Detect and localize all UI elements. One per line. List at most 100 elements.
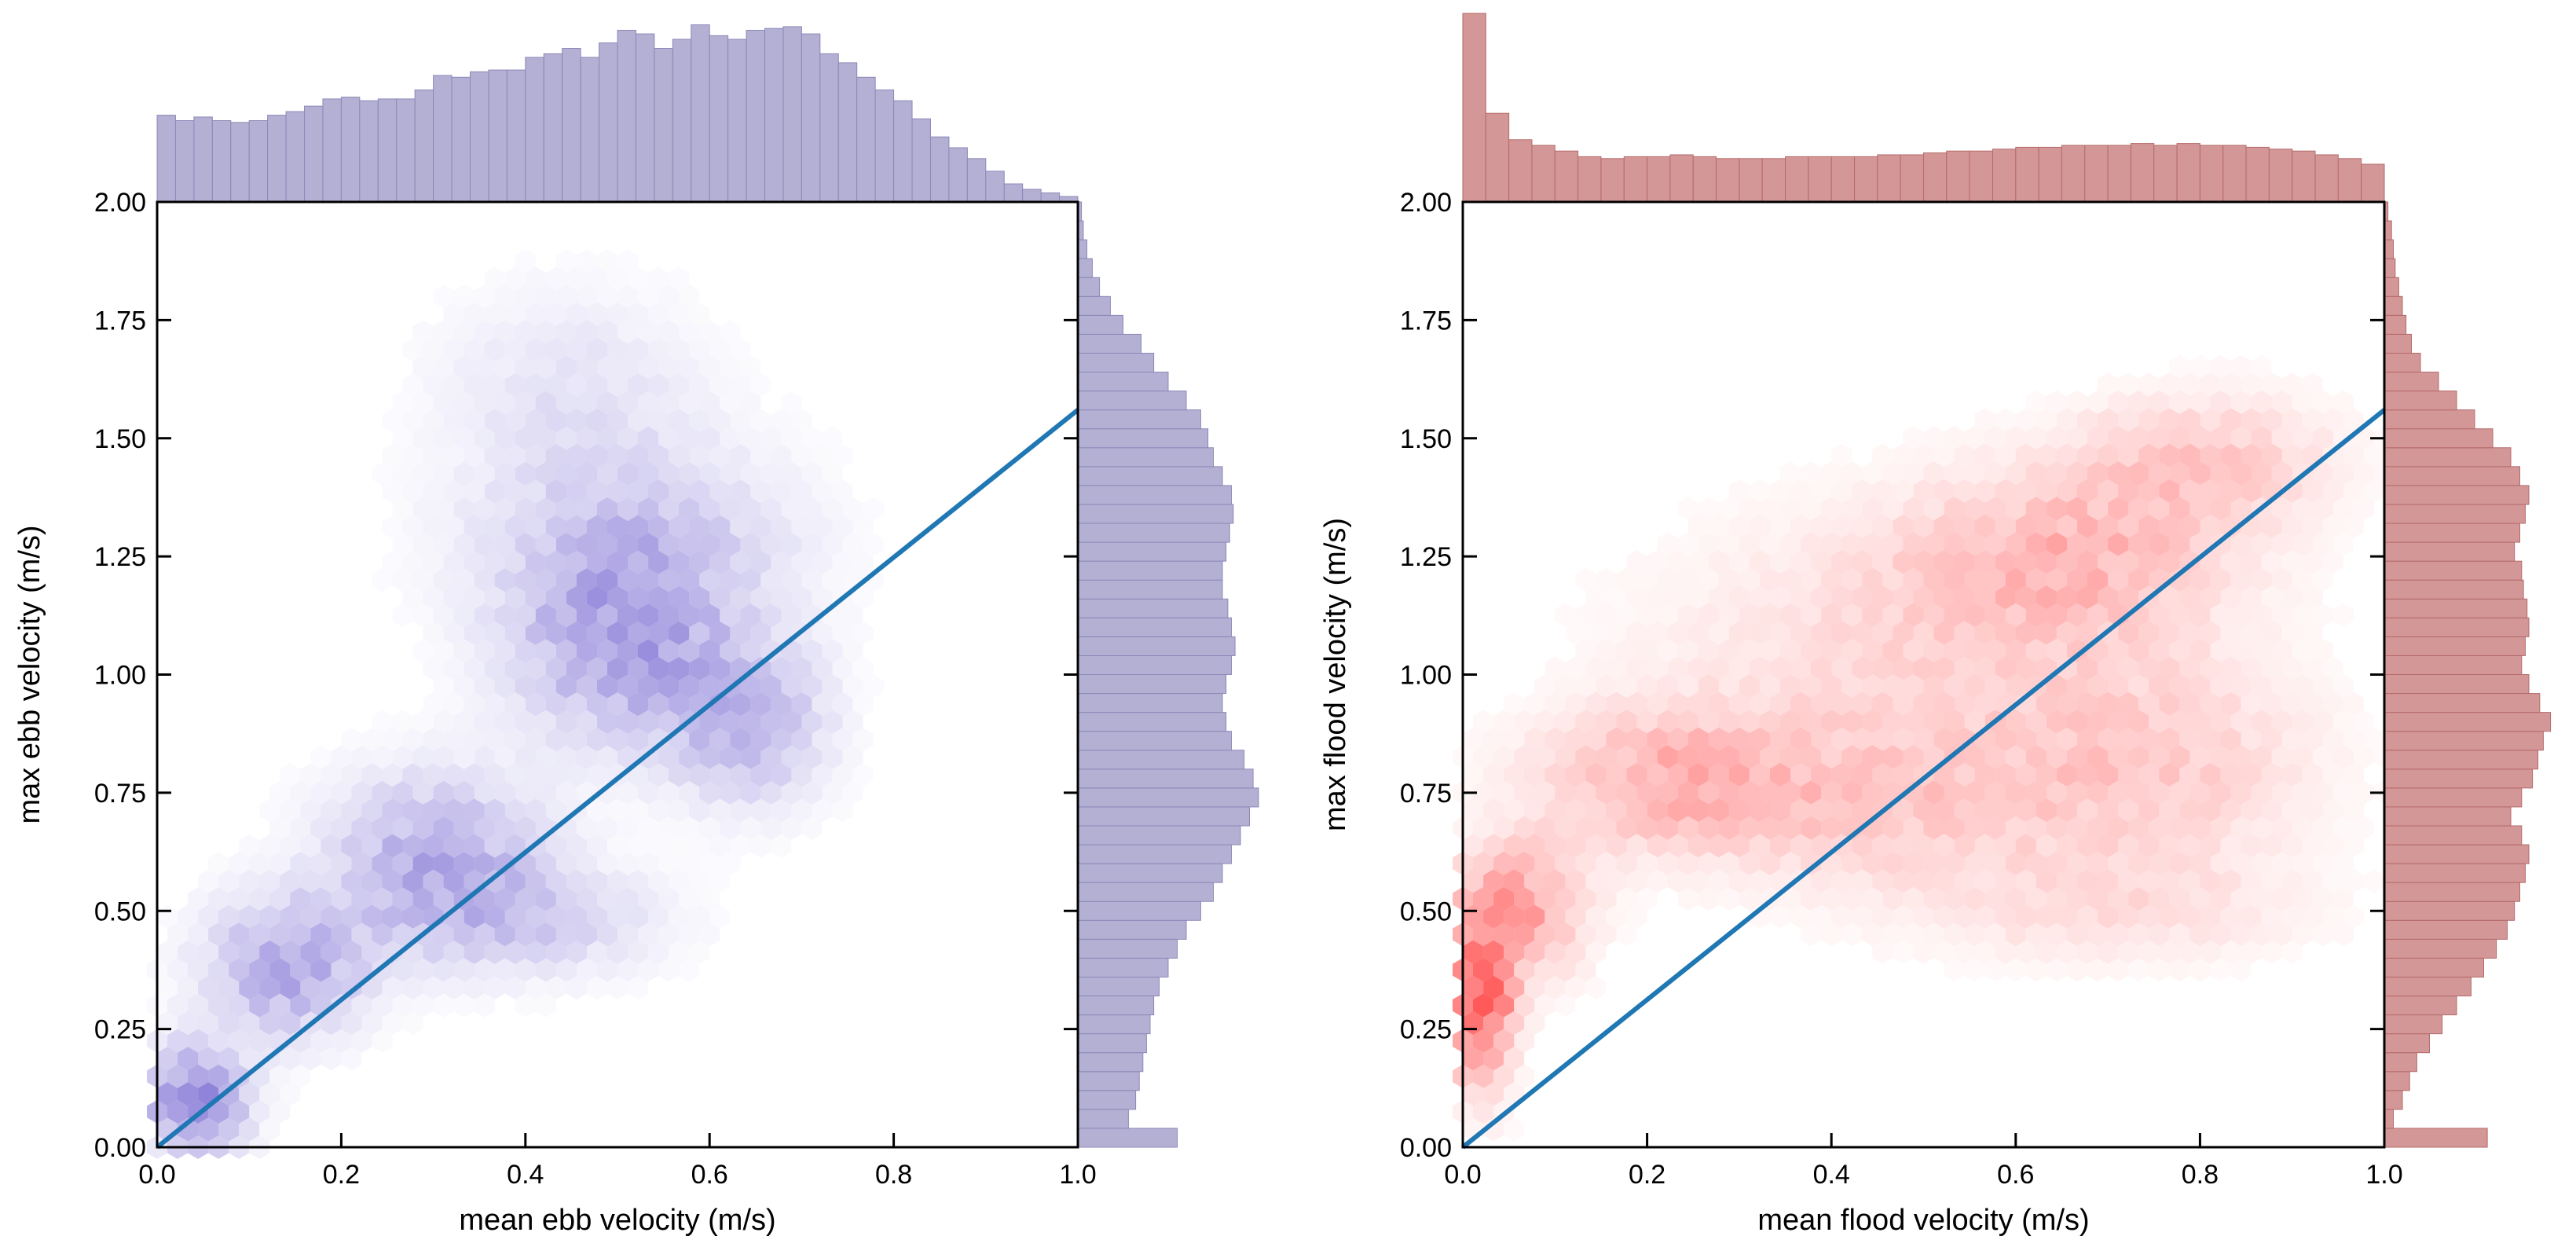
flood-hexbin-cell [2056, 762, 2077, 787]
ebb-hexbin-cell [689, 728, 710, 752]
ebb-hexbin-cell [638, 533, 659, 557]
flood-y-hist-bar [2384, 674, 2530, 695]
ebb-hexbin-cell [433, 710, 454, 734]
flood-hexbin-cell [2271, 461, 2292, 486]
flood-hexbin-cell [2200, 621, 2221, 645]
ebb-hexbin-cell [474, 320, 495, 344]
flood-hexbin-cell [2292, 532, 2313, 556]
ebb-hexbin-cell [689, 409, 710, 433]
flood-hexbin-cell [2098, 762, 2119, 787]
flood-hexbin-cell [1913, 656, 1934, 680]
ebb-x-hist-bar [746, 30, 766, 203]
flood-hexbin-cell [2025, 745, 2047, 769]
flood-hexbin-cell [1739, 886, 1760, 911]
flood-hexbin-cell [2046, 710, 2067, 734]
ebb-hexbin-cell [822, 674, 843, 699]
flood-hexbin-cell [2169, 567, 2190, 592]
ebb-hexbin-cell [740, 568, 761, 592]
flood-hexbin-cell [2149, 710, 2170, 734]
ebb-hexbin-cell [321, 976, 342, 999]
flood-hexbin-cell [1667, 585, 1688, 610]
flood-hexbin-cell [1944, 710, 1965, 734]
flood-x-hist-bar [1830, 156, 1856, 203]
ebb-hexbin-cell [658, 426, 680, 450]
flood-hexbin-cell [2179, 904, 2200, 929]
ebb-hexbin-cell [423, 869, 444, 893]
flood-hexbin-cell [2169, 674, 2190, 699]
ebb-hexbin-cell [402, 550, 423, 574]
flood-hexbin-cell [1514, 886, 1535, 911]
ebb-x-tick-label: 0.4 [507, 1160, 544, 1190]
ebb-hexbin-cell [628, 692, 649, 717]
flood-hexbin-cell [1687, 869, 1709, 893]
ebb-hexbin-cell [566, 621, 587, 645]
flood-y-hist-bar [2384, 957, 2484, 977]
flood-hexbin-cell [2159, 691, 2180, 716]
flood-hexbin-cell [1944, 780, 1965, 805]
ebb-hexbin-cell [290, 993, 311, 1018]
ebb-hexbin-cell [566, 409, 587, 433]
ebb-hexbin-cell [607, 621, 628, 645]
ebb-x-tick-label: 0.6 [691, 1160, 728, 1190]
flood-hexbin-cell [1718, 603, 1739, 627]
ebb-hexbin-cell [689, 798, 710, 823]
flood-hexbin-cell [2302, 550, 2323, 574]
flood-hexbin-cell [2179, 443, 2200, 468]
ebb-hexbin-cell [433, 745, 454, 769]
flood-hexbin-cell [1944, 532, 1965, 556]
ebb-hexbin-cell [198, 1011, 219, 1036]
flood-hexbin-cell [2261, 514, 2282, 538]
flood-y-hist-bar [2384, 1109, 2394, 1129]
flood-hexbin-cell [2098, 834, 2119, 858]
ebb-hexbin-cell [412, 461, 434, 486]
flood-hexbin-cell [2015, 762, 2036, 787]
flood-hexbin-cell [1596, 816, 1617, 840]
flood-hexbin-cell [1821, 461, 1842, 486]
flood-hexbin-cell [1565, 869, 1586, 893]
ebb-hexbin-cell [709, 763, 731, 787]
ebb-y-hist-bar [1077, 863, 1223, 883]
ebb-x-hist-bar [893, 100, 913, 203]
flood-hexbin-cell [1801, 603, 1822, 627]
flood-hexbin-cell [1974, 940, 1995, 964]
ebb-hexbin-cell [658, 887, 680, 911]
flood-hexbin-cell [1463, 834, 1484, 858]
flood-hexbin-cell [1565, 798, 1586, 823]
ebb-hexbin-cell [494, 355, 515, 380]
ebb-hexbin-cell [709, 585, 731, 610]
flood-hexbin-cell [1974, 479, 1995, 503]
flood-hexbin-cell [1708, 727, 1729, 751]
flood-hexbin-cell [1473, 993, 1494, 1018]
ebb-hexbin-cell [535, 391, 556, 415]
ebb-y-hist-bar [1077, 1090, 1137, 1110]
ebb-y-hist-bar [1077, 636, 1236, 656]
flood-hexbin-cell [1575, 886, 1596, 911]
flood-hexbin-cell [2067, 816, 2087, 840]
ebb-hexbin-cell [617, 533, 638, 557]
flood-hexbin-cell [2343, 691, 2364, 716]
ebb-hexbin-cell [545, 657, 566, 680]
ebb-hexbin-cell [443, 798, 464, 823]
ebb-hexbin-cell [638, 852, 659, 876]
ebb-hexbin-cell [812, 728, 833, 752]
ebb-y-hist-bar [1077, 768, 1254, 789]
flood-hexbin-cell [2169, 886, 2190, 911]
flood-hexbin-cell [2200, 443, 2221, 468]
flood-hexbin-cell [2189, 710, 2211, 734]
flood-hexbin-cell [2036, 408, 2057, 432]
ebb-hexbin-cell [494, 710, 515, 734]
ebb-hexbin-cell [402, 976, 423, 999]
ebb-hexbin-cell [453, 710, 475, 734]
flood-hexbin-cell [1913, 550, 1934, 574]
flood-hexbin-cell [2302, 834, 2323, 858]
flood-hexbin-cell [2210, 780, 2231, 805]
ebb-hexbin-cell [801, 674, 823, 699]
ebb-hexbin-cell [167, 1029, 189, 1053]
flood-hexbin-cell [1882, 851, 1904, 875]
ebb-hexbin-cell [402, 904, 423, 929]
ebb-hexbin-cell [433, 816, 454, 840]
flood-hexbin-cell [1923, 532, 1944, 556]
ebb-y-hist-bar [1077, 314, 1123, 335]
flood-hexbin-cell [2149, 780, 2170, 805]
flood-hexbin-cell [2098, 479, 2119, 503]
